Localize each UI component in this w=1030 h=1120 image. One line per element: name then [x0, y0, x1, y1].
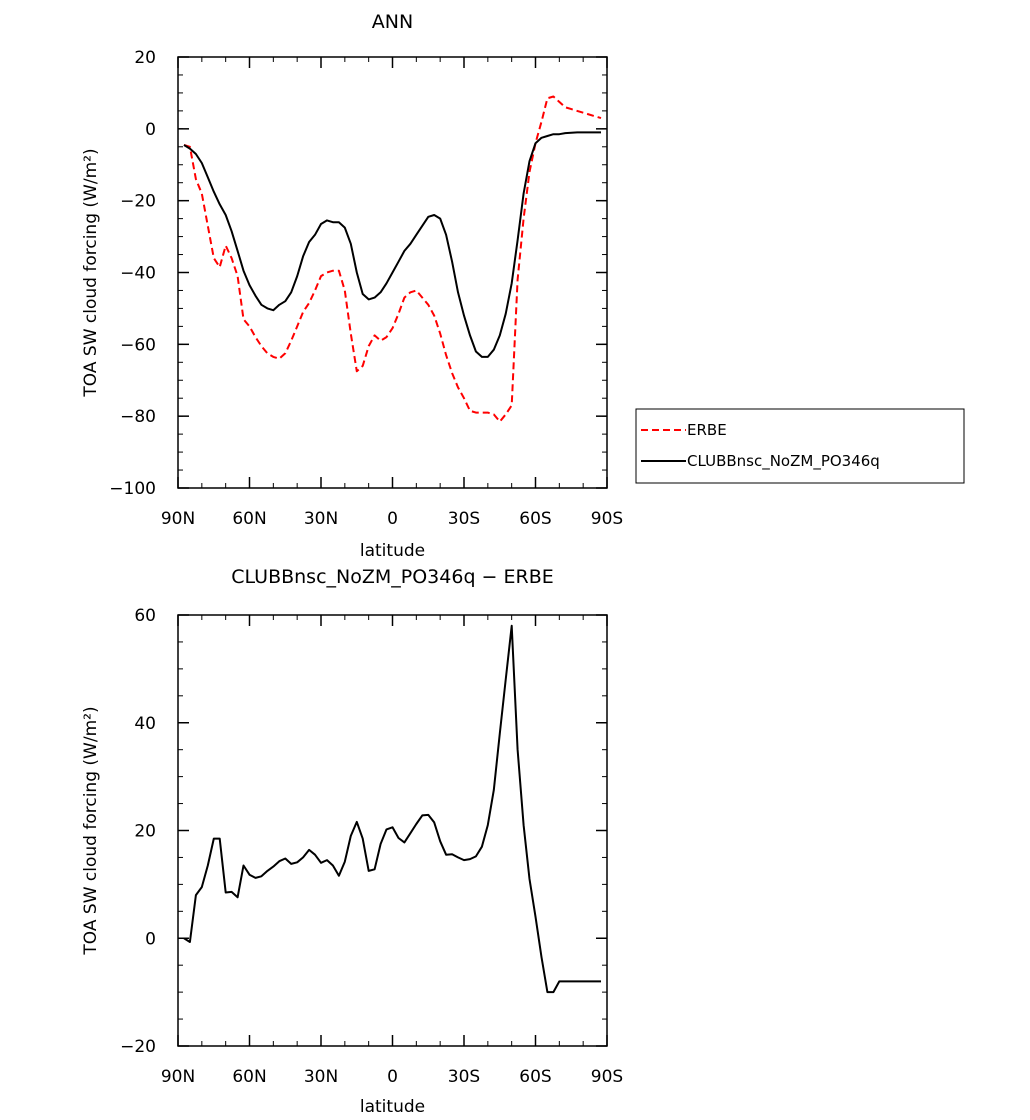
top-panel: 90N 60N 30N 0 30S 60S 90S 20 0 −20 −40 −60 −80 −100 AN… [81, 11, 623, 561]
bottom-panel: 90N 60N 30N 0 30S 60S 90S 60 40 20 0 −20 CLUBBnsc_No… [81, 566, 623, 1117]
x-tick-label: 30N [304, 1067, 338, 1087]
y-axis-title: TOA SW cloud forcing (W/m²) [81, 148, 101, 397]
y-tick-label: −100 [109, 479, 156, 499]
y-tick-label: −80 [120, 407, 156, 427]
series-line-0-0 [183, 95, 602, 423]
x-tick-label: 60N [232, 1067, 266, 1087]
y-tick-label: 20 [134, 48, 156, 68]
x-tick-label: 90S [591, 509, 623, 529]
y-tick-label: 40 [134, 714, 156, 734]
legend: ERBE CLUBBnsc_NoZM_PO346q [635, 408, 965, 484]
x-tick-label: 0 [387, 1067, 398, 1087]
x-tick-label: 30S [448, 1067, 480, 1087]
x-axis-title: latitude [360, 1097, 425, 1117]
x-tick-label: 30S [448, 509, 480, 529]
chart-title: CLUBBnsc_NoZM_PO346q − ERBE [231, 566, 554, 588]
x-tick-label: 90N [161, 1067, 195, 1087]
legend-box [635, 408, 965, 484]
y-tick-label: 20 [134, 822, 156, 842]
plot-frame [177, 614, 608, 1047]
chart-title: ANN [372, 11, 413, 33]
x-tick-label: 90S [591, 1067, 623, 1087]
x-axis-title: latitude [360, 541, 425, 561]
series-line-1-0 [183, 624, 601, 994]
series-line-0-1 [183, 131, 601, 358]
y-tick-label: 60 [134, 606, 156, 626]
x-tick-label: 60N [232, 509, 266, 529]
x-tick-label: 90N [161, 509, 195, 529]
x-tick-label: 60S [519, 1067, 551, 1087]
legend-label-erbe: ERBE [687, 421, 727, 439]
y-tick-label: −20 [120, 1037, 156, 1057]
x-tick-label: 60S [519, 509, 551, 529]
x-tick-label: 30N [304, 509, 338, 529]
y-tick-label: −40 [120, 264, 156, 284]
y-tick-label: −20 [120, 192, 156, 212]
y-tick-label: 0 [145, 929, 156, 949]
x-tick-label: 0 [387, 509, 398, 529]
legend-label-model: CLUBBnsc_NoZM_PO346q [687, 452, 880, 471]
y-tick-label: −60 [120, 335, 156, 355]
y-tick-label: 0 [145, 120, 156, 140]
y-axis-title: TOA SW cloud forcing (W/m²) [81, 706, 101, 955]
